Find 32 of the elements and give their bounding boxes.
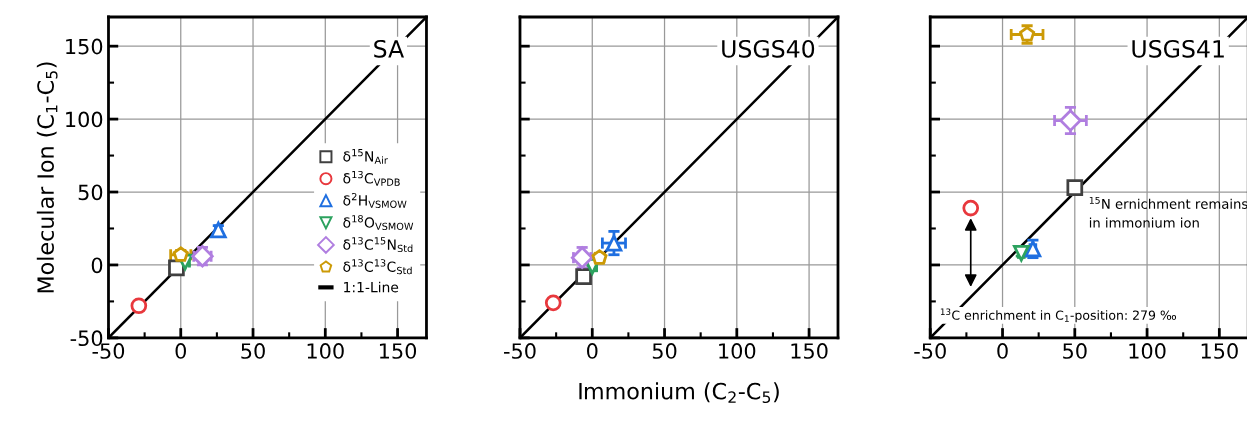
text: USGS40 (722, 39, 815, 58)
y-tick-label: 100 (66, 111, 103, 128)
x-tick-label: 0 (175, 343, 186, 359)
x-tick-label: 100 (1129, 343, 1166, 359)
x-tick-label: 150 (1201, 343, 1238, 359)
y-tick-label: 50 (78, 184, 103, 201)
x-tick-label: -50 (504, 343, 536, 359)
legend-label: δ$^{13}$C$^{13}$C$_{Std}$ (343, 259, 412, 275)
x-tick-label: 50 (241, 343, 265, 359)
x-axis-title: Immonium (C$_{2}$-C$_{5}$) (579, 382, 779, 404)
legend-label: δ$^{15}$N$_{Air}$ (343, 149, 388, 164)
text: USGS41 (1132, 39, 1224, 58)
y-tick-label: 0 (91, 257, 103, 274)
x-tick-label: 50 (1063, 343, 1087, 359)
x-tick-label: 50 (652, 343, 677, 359)
y-axis-title: Molecular Ion (C$_{1}$-C$_{5}$) (36, 62, 58, 293)
annotation: $^{13}$C enrichment in C$_{1}$-position: 279 ‰ (940, 308, 1177, 323)
y-tick-label: 150 (66, 38, 103, 55)
annotation: $^{15}$N ernichment remains in immonium ion (1089, 196, 1247, 228)
legend-label: δ$^{13}$C$^{15}$N$_{Std}$ (343, 237, 413, 253)
x-tick-label: 150 (791, 343, 828, 359)
legend-label: 1:1-Line (344, 281, 399, 293)
text: SA (374, 39, 405, 58)
legend-label: δ$^{2}$H$_{VSMOW}$ (343, 192, 407, 208)
legend-label: δ$^{18}$O$_{VSMOW}$ (343, 215, 414, 230)
x-tick-label: 100 (307, 343, 344, 359)
legend-label: δ$^{13}$C$_{VPDB}$ (343, 170, 400, 186)
x-tick-label: 0 (997, 343, 1008, 359)
x-tick-label: 0 (587, 343, 598, 359)
x-tick-label: 100 (719, 343, 756, 359)
x-tick-label: -50 (914, 343, 946, 359)
x-tick-label: 150 (379, 343, 417, 359)
